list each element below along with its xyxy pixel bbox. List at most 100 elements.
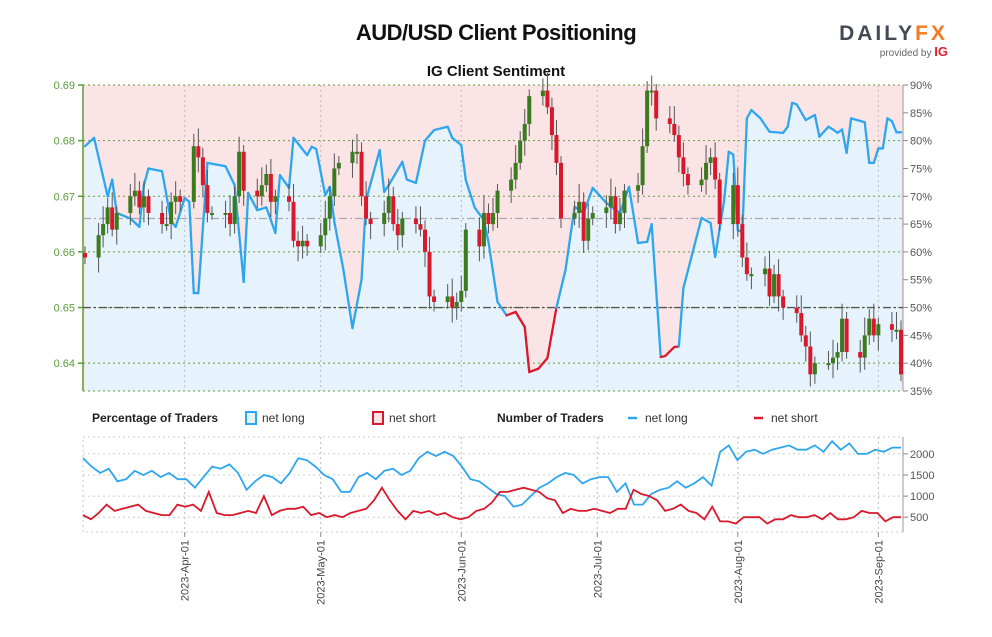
candle-up [704, 162, 709, 180]
date-tick-label: 2023-Jul-01 [592, 540, 604, 598]
candle-down [545, 90, 550, 108]
candle-up [382, 212, 387, 225]
candle-up [173, 196, 178, 202]
sentiment-line-segment [759, 117, 771, 133]
candle-down [740, 224, 745, 258]
candle-down [137, 190, 142, 208]
sentiment-line-segment [700, 216, 712, 225]
pct-tick-label: 40% [910, 358, 932, 370]
pct-tick-label: 65% [910, 219, 932, 231]
sentiment-line-segment [274, 173, 282, 235]
candle-up [622, 190, 627, 213]
sentiment-line-segment [872, 147, 880, 165]
candle-down [255, 190, 260, 197]
candle-down [858, 352, 863, 358]
sentiment-line-segment [115, 211, 132, 220]
price-tick-label: 0.64 [54, 358, 75, 370]
candle-down [899, 329, 903, 375]
price-tick-label: 0.66 [54, 247, 75, 259]
pct-tick-label: 80% [910, 136, 932, 148]
candle-up [577, 201, 582, 213]
candle-up [831, 357, 835, 364]
candle-up [731, 185, 736, 225]
sentiment-line-segment [92, 136, 100, 159]
sentiment-line-segment [451, 136, 463, 147]
sentiment-line-segment [537, 357, 549, 370]
candle-down [160, 212, 165, 225]
sentiment-line-segment [242, 191, 250, 284]
candle-down [305, 240, 310, 247]
sentiment-line-segment [342, 268, 354, 330]
sentiment-line-segment [378, 148, 386, 193]
dailyfx-logo: DAILYFX provided by IG [836, 22, 948, 59]
candle-down [776, 274, 781, 297]
sentiment-line-segment [650, 222, 662, 359]
pct-tick-label: 85% [910, 108, 932, 120]
candle-up [586, 218, 591, 241]
candle-down [554, 135, 559, 163]
candle-down [808, 346, 813, 375]
date-tick-label: 2023-Sep-01 [873, 540, 885, 604]
logo-brand: DAILYFX [836, 22, 948, 46]
candle-down [654, 90, 659, 119]
candle-down [871, 318, 876, 336]
sentiment-line-segment [514, 310, 526, 329]
traders-tick-label: 2000 [910, 449, 934, 461]
sentiment-line-segment [414, 139, 427, 185]
sentiment-line-segment [206, 161, 227, 168]
sentiment-line-segment [278, 173, 291, 190]
sentiment-line-segment [555, 268, 567, 309]
candle-up [141, 196, 146, 208]
candle-up [323, 218, 328, 236]
sentiment-line-segment [813, 113, 821, 138]
candle-up [876, 324, 881, 336]
sentiment-line-segment [781, 125, 789, 134]
candle-up [327, 196, 332, 219]
candle-down [549, 107, 554, 136]
sentiment-line-segment [333, 220, 345, 271]
chart-subtitle: IG Client Sentiment [426, 63, 566, 80]
candle-down [291, 201, 296, 241]
sentiment-line-segment [188, 200, 195, 295]
candle-up [708, 157, 713, 163]
sentiment-line-segment [142, 167, 150, 187]
sentiment-line-segment [691, 216, 703, 255]
sentiment-line-segment [709, 221, 717, 259]
sentiment-line-segment [256, 206, 268, 212]
candle-down [781, 296, 786, 308]
price-tick-label: 0.65 [54, 303, 75, 315]
legend-percentage-title: Percentage of Traders [92, 411, 218, 425]
sentiment-panel: 0.64 0.65 0.66 0.67 0.68 0.69 35% 40% 45% 50% 55% 6… [54, 72, 932, 398]
provided-by-text: provided by [879, 48, 932, 59]
sentiment-line-segment [147, 167, 164, 173]
candle-up [350, 151, 355, 163]
sentiment-line-segment [528, 367, 540, 374]
candle-up [491, 212, 495, 225]
sentiment-line-segment [750, 108, 762, 120]
pct-tick-label: 35% [910, 386, 932, 398]
candle-up [699, 179, 704, 186]
candle-down [744, 257, 749, 275]
date-tick-label: 2023-Aug-01 [733, 540, 745, 604]
sentiment-line-segment [383, 183, 390, 193]
sentiment-line-segment [605, 201, 622, 215]
candle-up [509, 179, 514, 191]
legend-num-long-label: net long [645, 411, 688, 425]
legend-number-title: Number of Traders [497, 411, 604, 425]
candle-up [867, 318, 872, 336]
sentiment-line-segment [387, 160, 404, 187]
sentiment-line-segment [197, 161, 209, 295]
sentiment-line-segment [138, 183, 146, 229]
candle-up [232, 196, 237, 225]
sentiment-line-segment [591, 186, 608, 205]
legend-pct-long-swatch [245, 411, 257, 425]
sentiment-line-segment [636, 240, 649, 245]
sentiment-line-segment [741, 117, 749, 234]
candle-up [518, 140, 523, 163]
sentiment-line-segment [546, 306, 558, 360]
candle-down [427, 251, 432, 297]
candle-up [604, 207, 609, 213]
net-short-traders-line [82, 486, 901, 525]
sentiment-line-segment [111, 178, 118, 215]
